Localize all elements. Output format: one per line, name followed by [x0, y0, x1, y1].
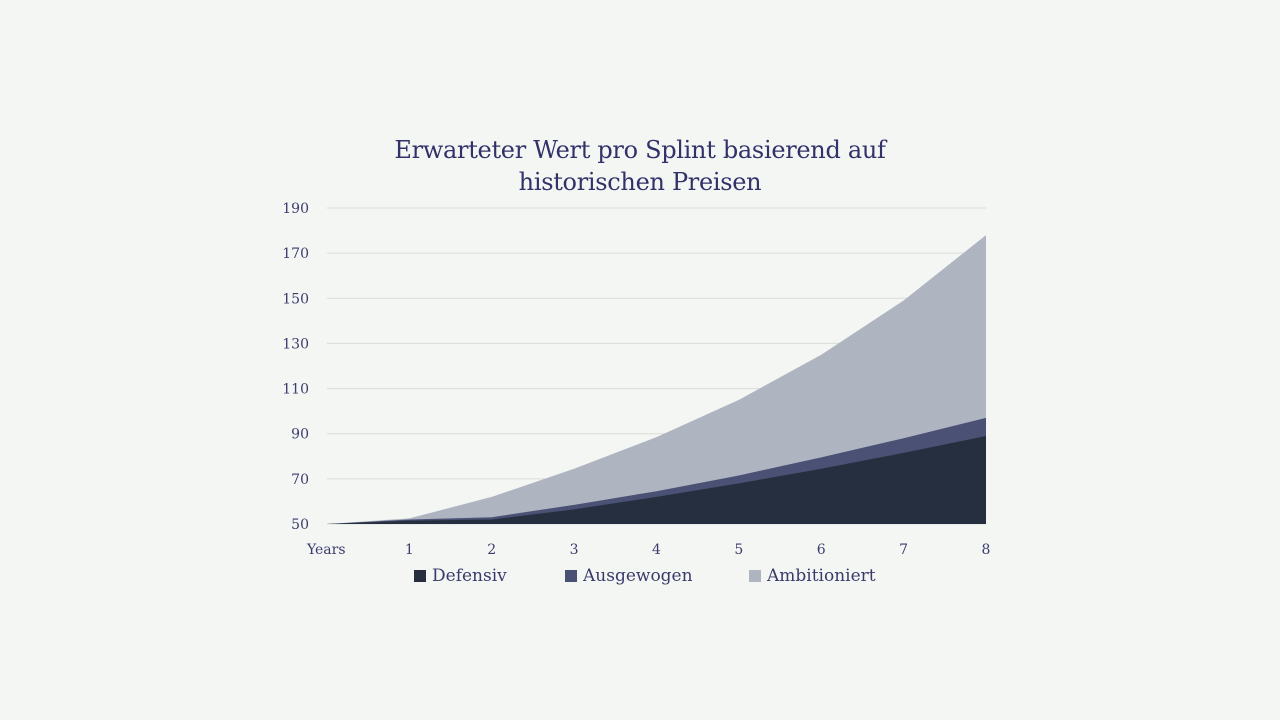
x-tick-label-7: 7 [899, 542, 908, 558]
y-tick-label-150: 150 [282, 291, 309, 307]
chart-title-line-1: Erwarteter Wert pro Splint basierend auf [394, 136, 886, 164]
y-tick-label-50: 50 [291, 517, 309, 533]
x-tick-label-8: 8 [982, 542, 991, 558]
legend-label-ausgewogen: Ausgewogen [583, 566, 693, 586]
y-tick-label-90: 90 [291, 427, 309, 443]
legend-label-defensiv: Defensiv [432, 566, 507, 586]
chart-title-line-2: historischen Preisen [518, 168, 762, 196]
legend-swatch-ambitioniert [749, 570, 761, 582]
x-tick-label-years: Years [306, 542, 346, 558]
y-tick-label-110: 110 [282, 382, 309, 398]
x-axis-ticks: Years 1 2 3 4 5 6 7 8 [306, 542, 990, 558]
x-tick-label-1: 1 [405, 542, 414, 558]
y-tick-label-70: 70 [291, 472, 309, 488]
area-ambitioniert [327, 235, 986, 525]
y-tick-label-130: 130 [282, 336, 309, 352]
x-tick-label-5: 5 [734, 542, 743, 558]
x-tick-label-6: 6 [817, 542, 826, 558]
x-tick-label-3: 3 [570, 542, 579, 558]
legend-swatch-ausgewogen [565, 570, 577, 582]
x-tick-label-2: 2 [487, 542, 496, 558]
y-tick-label-190: 190 [282, 201, 309, 217]
legend-label-ambitioniert: Ambitioniert [767, 566, 876, 586]
y-tick-label-170: 170 [282, 246, 309, 262]
legend-item-ausgewogen[interactable]: Ausgewogen [565, 566, 693, 586]
area-series [327, 235, 986, 525]
legend-item-ambitioniert[interactable]: Ambitioniert [749, 566, 876, 586]
x-tick-label-4: 4 [652, 542, 661, 558]
area-defensiv [327, 435, 986, 524]
chart-title: Erwarteter Wert pro Splint basierend auf… [0, 134, 1280, 198]
legend-swatch-defensiv [414, 570, 426, 582]
legend-item-defensiv[interactable]: Defensiv [414, 566, 507, 586]
y-axis-ticks: 50 70 90 110 130 150 170 190 [282, 201, 309, 533]
